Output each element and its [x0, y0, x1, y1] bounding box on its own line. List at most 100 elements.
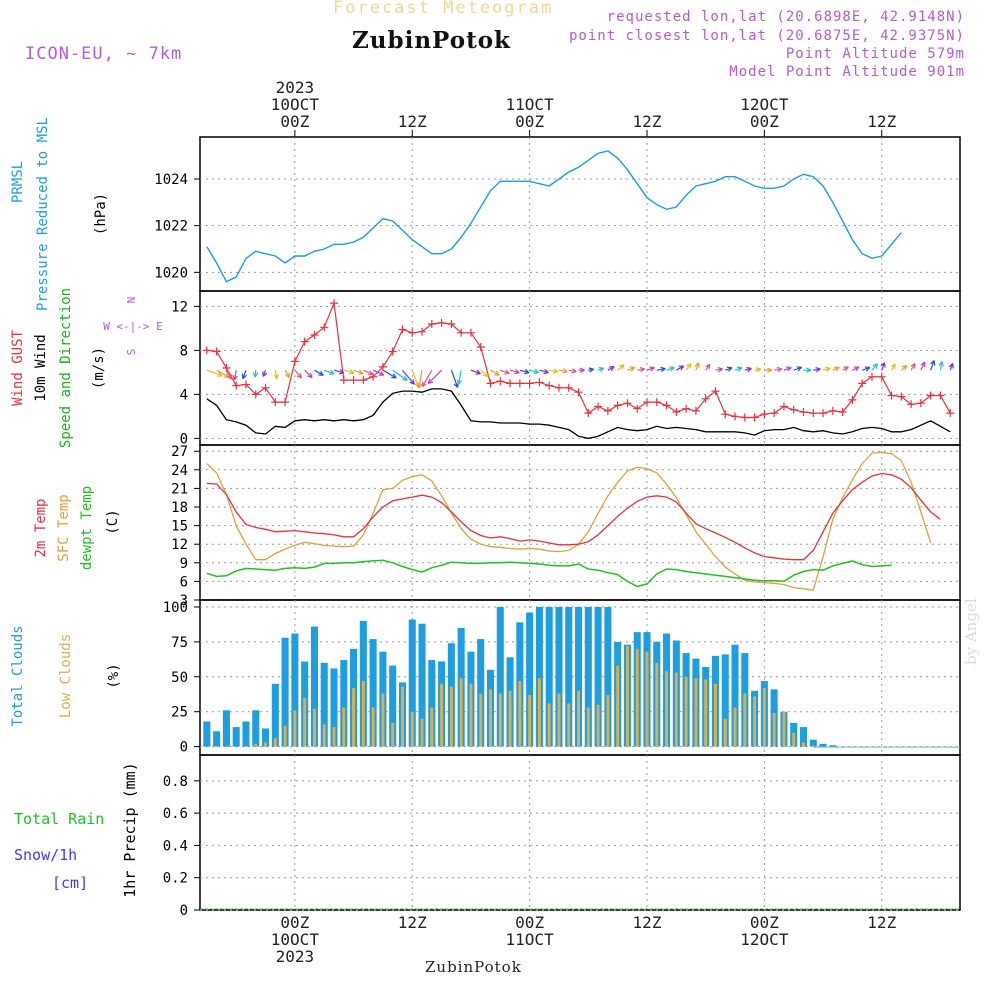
- low-clouds-bar: [674, 672, 678, 747]
- low-clouds-bar: [596, 704, 600, 747]
- wind-direction-arrow: [363, 369, 374, 376]
- gust-marker: [339, 376, 348, 385]
- top-hour-label: 12Z: [398, 112, 427, 131]
- wind-arrow-head: [416, 382, 423, 389]
- wind-arrow-head: [796, 366, 803, 372]
- gust-marker: [633, 404, 642, 413]
- y-tick-label: 15: [171, 519, 188, 535]
- wind-arrow-head: [483, 371, 489, 378]
- gust-marker: [506, 379, 515, 388]
- total-clouds-bar: [575, 606, 583, 747]
- total-clouds-bar: [242, 721, 250, 747]
- wind-direction-arrow: [427, 369, 443, 384]
- low-clouds-bar: [498, 693, 502, 747]
- temp-ylabel-sfc: SFC Temp: [56, 494, 72, 561]
- low-clouds-bar: [802, 742, 805, 747]
- low-clouds-bar: [469, 683, 473, 747]
- pressure-ylabel-1: PRMSL: [10, 161, 26, 203]
- bottom-hour-label: 12Z: [867, 913, 896, 932]
- gust-marker: [682, 404, 691, 413]
- total-clouds-bar: [418, 623, 426, 747]
- wind-ylabel-direction: Speed and Direction: [58, 288, 74, 448]
- wind-panel: 0 4 8 12: [171, 290, 961, 447]
- wind-arrow-head: [543, 368, 549, 375]
- low-clouds-bar: [723, 718, 727, 747]
- requested-coords: requested lon,lat (20.6898E, 42.9148N): [606, 9, 965, 25]
- bottom-hour-label: 12Z: [398, 913, 427, 932]
- wind-arrow-head: [717, 367, 723, 373]
- gust-marker: [672, 408, 681, 416]
- low-clouds-bar: [391, 722, 395, 747]
- gust-marker: [232, 381, 241, 390]
- wind-arrow-head: [767, 367, 773, 373]
- bottom-hour-label: 00Z: [280, 913, 309, 932]
- low-clouds-bar: [489, 689, 492, 747]
- low-clouds-bar: [762, 687, 766, 747]
- wind-direction-arrow: [930, 360, 935, 371]
- low-clouds-bar: [557, 693, 561, 747]
- wind-arrow-head: [619, 364, 625, 370]
- total-clouds-bar: [565, 606, 573, 747]
- low-clouds-bar: [537, 678, 541, 747]
- wind-arrow-head: [872, 363, 878, 369]
- total-clouds-bar: [369, 639, 377, 747]
- dewpoint-series-line: [206, 559, 892, 588]
- y-tick-label: 21: [171, 481, 188, 497]
- wind-arrow-head: [938, 361, 944, 367]
- wind-arrow-head: [694, 362, 700, 368]
- low-clouds-bar: [459, 678, 463, 747]
- wind-direction-arrow: [233, 370, 237, 381]
- wind-direction-arrow: [793, 366, 802, 371]
- total-clouds-bar: [340, 660, 348, 747]
- gust-marker: [594, 402, 603, 411]
- y-tick-label: 0.2: [163, 871, 188, 887]
- wind-direction-arrow: [421, 369, 433, 387]
- low-clouds-bar: [625, 646, 629, 747]
- air-temp-series-line: [206, 472, 941, 561]
- precip-ylabel: 1hr Precip (mm): [121, 762, 139, 897]
- gust-series-line: [206, 300, 951, 419]
- clouds-ylabel-unit: (%): [106, 663, 122, 688]
- gust-marker: [330, 299, 339, 308]
- wind-arrow-head: [660, 366, 666, 373]
- total-clouds-bar: [252, 710, 260, 747]
- compass-west-east: W <-|-> E: [103, 320, 163, 333]
- wind-arrow-head: [421, 381, 427, 388]
- y-tick-label: 6: [180, 574, 188, 590]
- total-clouds-bar: [291, 633, 299, 747]
- wind-arrow-head: [726, 366, 733, 372]
- total-clouds-bar: [320, 662, 328, 747]
- gust-marker: [848, 395, 857, 404]
- low-clouds-bar: [293, 710, 297, 747]
- wind-arrow-head: [227, 374, 233, 380]
- low-clouds-bar: [264, 742, 268, 747]
- wind-direction-arrow: [920, 361, 926, 371]
- wind-direction-arrow: [225, 369, 233, 380]
- gust-marker: [486, 379, 495, 388]
- low-clouds-bar: [273, 738, 277, 747]
- total-clouds-bar: [389, 665, 397, 747]
- wind-direction-arrow: [871, 363, 878, 371]
- wind-direction-arrow: [509, 369, 520, 374]
- wind-direction-arrow: [353, 369, 364, 375]
- low-clouds-bar: [401, 686, 404, 747]
- wind-direction-arrow: [656, 368, 666, 371]
- gust-marker: [290, 357, 299, 366]
- y-tick-label: 4: [180, 387, 188, 403]
- wind-arrow-head: [533, 368, 540, 375]
- wind-arrow-head: [494, 370, 500, 376]
- wind-arrow-head: [669, 366, 675, 372]
- wind-arrow-head: [475, 369, 481, 375]
- low-clouds-bar: [714, 683, 717, 747]
- wind-arrow-head: [296, 373, 303, 379]
- bottom-date-label: 2023: [276, 947, 315, 966]
- gust-marker: [946, 409, 955, 418]
- gust-marker: [349, 376, 358, 385]
- low-clouds-bar: [704, 679, 708, 747]
- gust-marker: [858, 379, 867, 388]
- wind-arrow-head: [880, 362, 886, 368]
- wind-direction-arrow: [343, 369, 355, 374]
- total-clouds-bar: [213, 731, 221, 747]
- point-altitude: Point Altitude 579m: [785, 46, 965, 62]
- gust-marker: [359, 376, 368, 385]
